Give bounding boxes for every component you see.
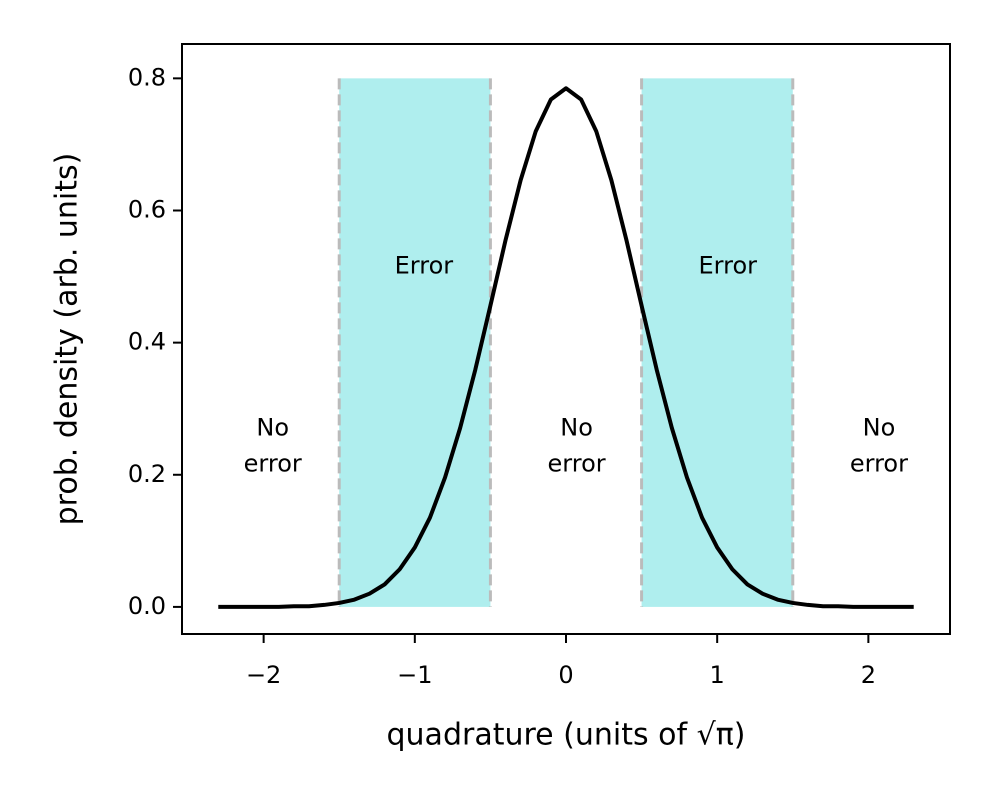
axes-frame (181, 43, 951, 635)
x-tick-label: 2 (861, 661, 876, 689)
annotation: No error (548, 413, 606, 477)
density-line (218, 86, 914, 609)
annotation: No error (850, 413, 908, 477)
x-tick-label: −1 (397, 661, 432, 689)
annotation: No error (244, 413, 302, 477)
x-tick-label: 0 (558, 661, 573, 689)
error-span (339, 78, 491, 607)
y-tick-label: 0.4 (128, 328, 166, 356)
x-tick-label: 1 (710, 661, 725, 689)
annotation: Error (699, 252, 758, 280)
y-axis-label: prob. density (arb. units) (50, 153, 85, 526)
y-tick-label: 0.8 (128, 63, 166, 91)
y-tick-label: 0.2 (128, 460, 166, 488)
x-tick-label: −2 (246, 661, 281, 689)
x-axis-label: quadrature (units of √π) (387, 718, 746, 753)
y-tick-label: 0.6 (128, 195, 166, 223)
annotation: Error (395, 252, 454, 280)
error-span (641, 78, 793, 607)
y-tick-label: 0.0 (128, 592, 166, 620)
